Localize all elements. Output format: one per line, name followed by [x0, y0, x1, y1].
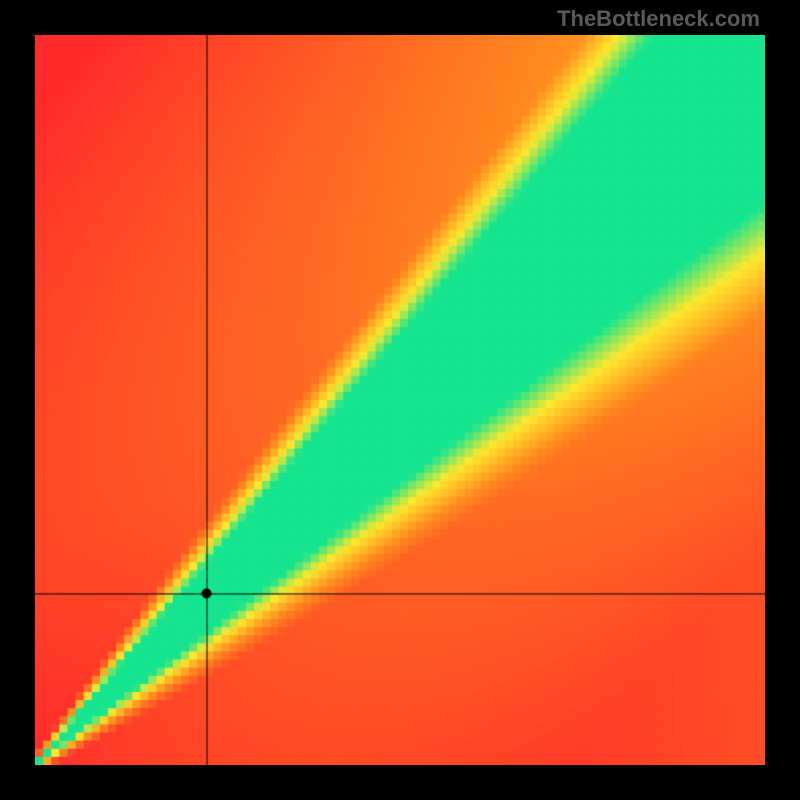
chart-frame: TheBottleneck.com — [0, 0, 800, 800]
heatmap-canvas — [35, 35, 765, 765]
watermark-text: TheBottleneck.com — [557, 6, 760, 32]
heatmap-plot-area — [35, 35, 765, 765]
